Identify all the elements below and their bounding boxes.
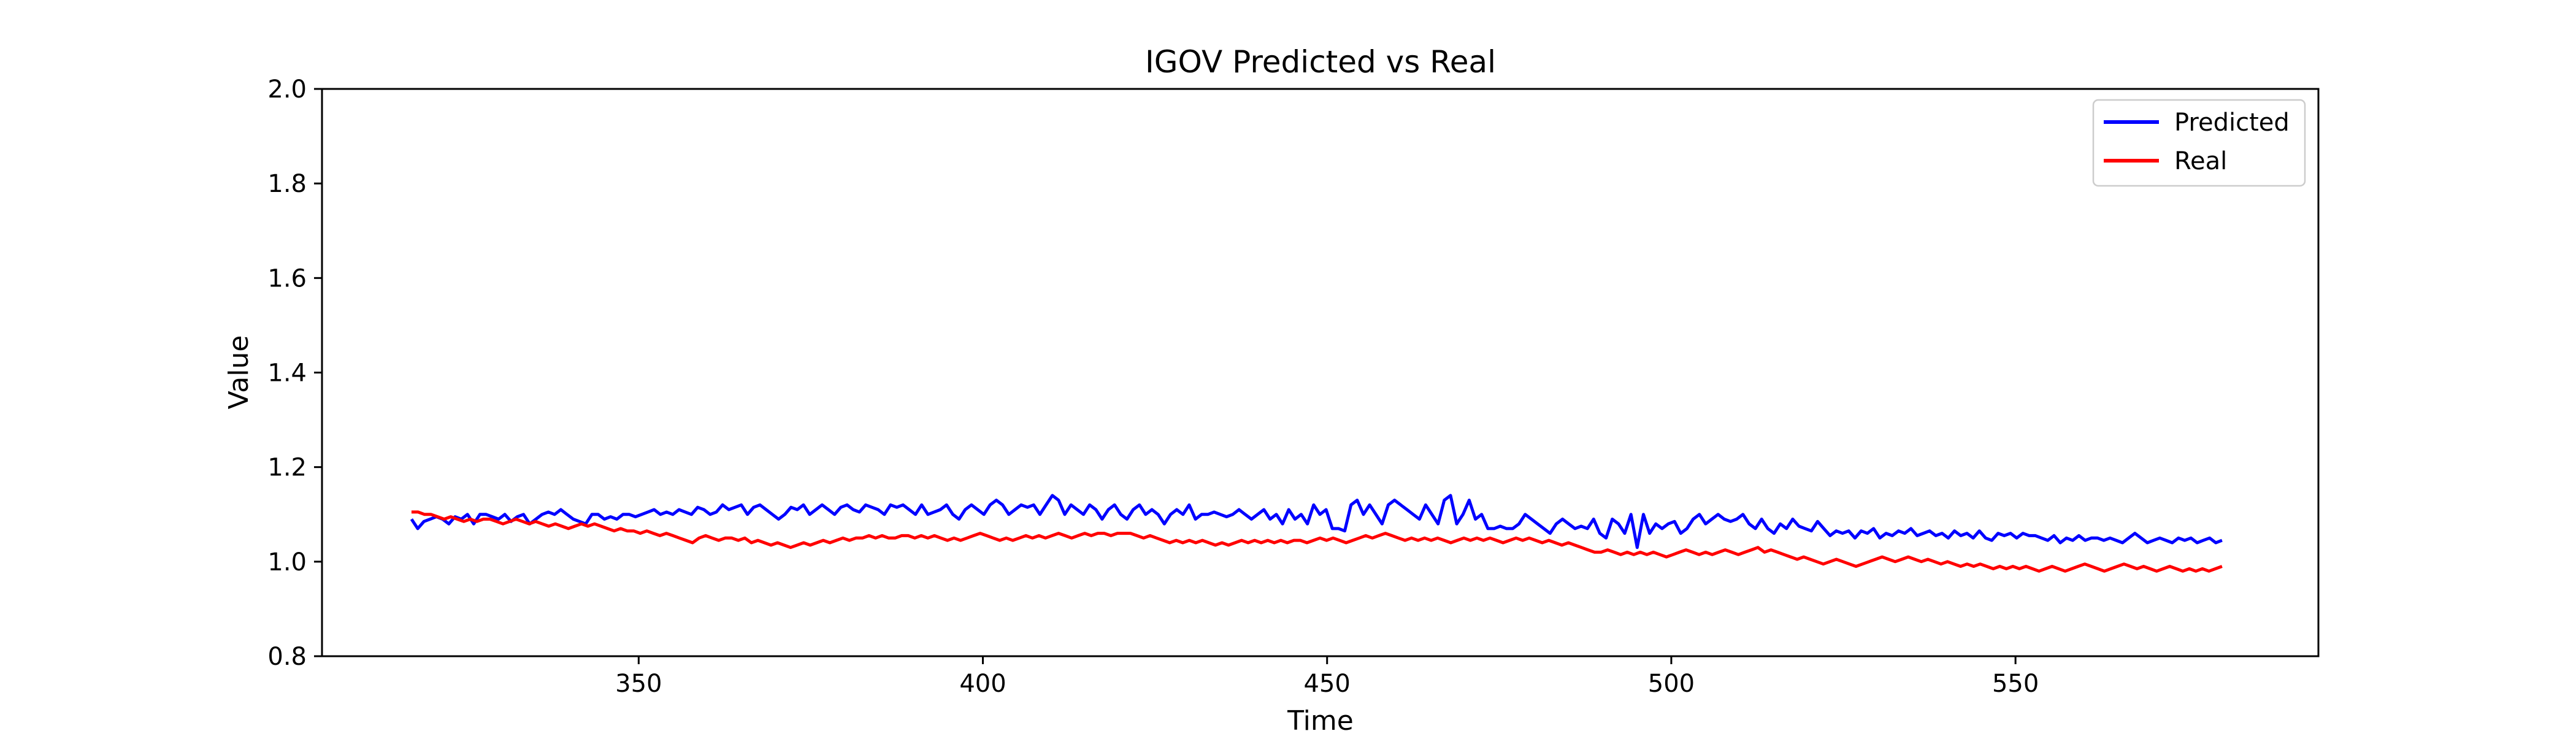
y-axis: 0.8 1.0 1.2 1.4 1.6 1.8 2.0 [267,75,322,671]
series-line-real [411,510,2223,573]
series-line-predicted [410,494,2223,549]
x-axis: 350 400 450 500 550 [615,656,2039,698]
y-tick-label: 1.8 [267,170,307,198]
legend-label-real: Real [2174,147,2227,175]
y-axis-label: Value [223,335,255,410]
x-tick-label: 450 [1304,670,1351,698]
legend-label-predicted: Predicted [2174,109,2290,137]
x-axis-label: Time [1287,705,1354,736]
legend: Predicted Real [2092,99,2306,187]
plot-frame [321,88,2320,657]
x-tick-label: 350 [615,670,662,698]
y-tick-label: 1.4 [267,359,307,388]
chart-title: IGOV Predicted vs Real [1145,44,1496,80]
y-tick-label: 0.8 [267,643,307,671]
series-layer [410,494,2223,573]
y-tick-label: 2.0 [267,75,307,104]
y-tick-label: 1.6 [267,264,307,293]
y-tick-label: 1.2 [267,454,307,482]
y-tick-label: 1.0 [267,548,307,576]
x-tick-label: 550 [1992,670,2039,698]
x-tick-label: 400 [959,670,1006,698]
x-tick-label: 500 [1648,670,1695,698]
